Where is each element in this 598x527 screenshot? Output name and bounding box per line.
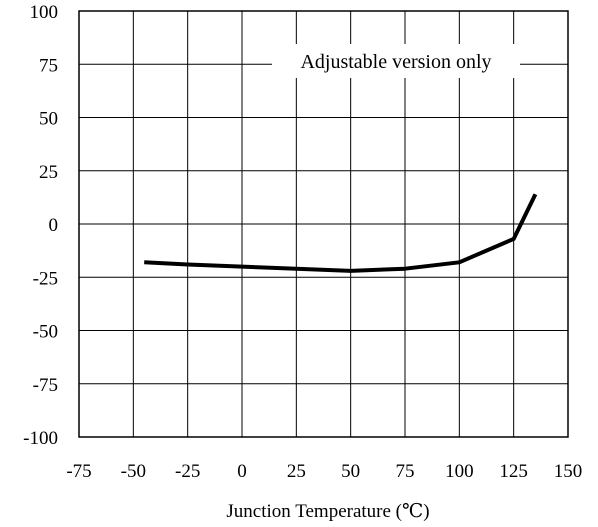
x-tick-label: 125 xyxy=(499,461,528,482)
x-tick-label: 25 xyxy=(287,461,306,482)
x-tick-label: 50 xyxy=(341,461,360,482)
x-tick-label: 150 xyxy=(554,461,583,482)
x-tick-label: -50 xyxy=(121,461,146,482)
y-tick-label: -50 xyxy=(33,322,58,343)
x-tick-label: -25 xyxy=(175,461,200,482)
y-tick-label: -25 xyxy=(33,268,58,289)
plot-frame xyxy=(78,10,569,438)
y-tick-label: 0 xyxy=(49,215,59,236)
x-tick-label: 0 xyxy=(237,461,247,482)
series-line xyxy=(144,193,538,273)
tick-labels: -75 -50 -25 0 25 50 75 100 125 150 100 75 50 25 0 -25 -5… xyxy=(23,2,582,482)
x-tick-label: -75 xyxy=(66,461,91,482)
x-tick-label: 75 xyxy=(396,461,415,482)
y-tick-label: 25 xyxy=(39,162,58,183)
y-tick-label: 50 xyxy=(39,109,58,130)
annotation-text: Adjustable version only xyxy=(300,51,491,73)
x-axis-label: Junction Temperature (℃) xyxy=(226,501,429,522)
x-tick-label: 100 xyxy=(445,461,474,482)
y-tick-label: -75 xyxy=(33,375,58,396)
y-tick-label: 75 xyxy=(39,55,58,76)
y-tick-label: -100 xyxy=(23,428,58,449)
annotation-background xyxy=(272,44,520,78)
y-tick-label: 100 xyxy=(30,2,59,23)
